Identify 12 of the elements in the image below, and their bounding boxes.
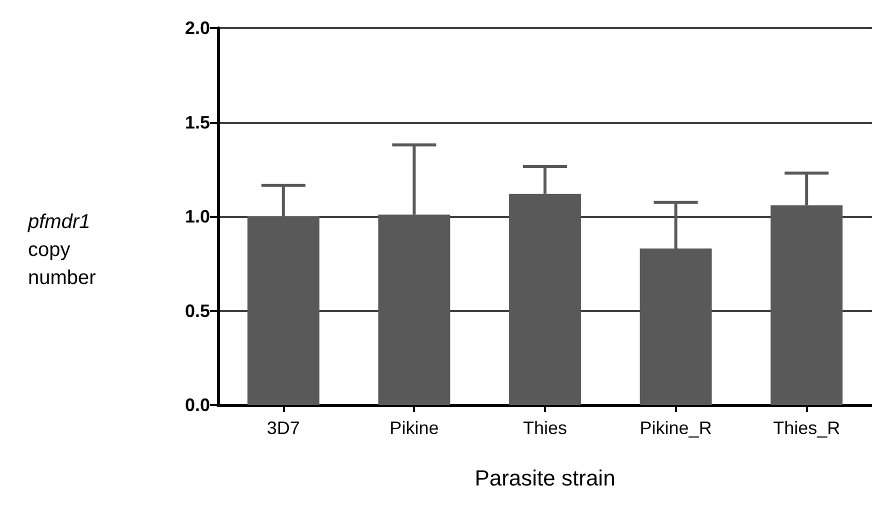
x-tick-label: 3D7 [266, 418, 300, 438]
x-tick-label: Thies [522, 418, 568, 438]
x-tick-label: Pikine [390, 418, 439, 438]
x-tick-label: Pikine_R [640, 418, 712, 438]
y-tick-label: 0.0 [184, 395, 210, 415]
y-tick-label: 1.5 [184, 112, 210, 132]
y-tick-label: 0.5 [184, 300, 210, 321]
y-tick-label: 1.0 [184, 206, 210, 226]
x-tick-label: Thies_R [773, 418, 840, 438]
y-axis-title: pfmdr1 copy number [27, 211, 96, 289]
x-axis-title: Parasite strain [474, 466, 616, 490]
y-tick-label: 2.0 [184, 18, 210, 38]
